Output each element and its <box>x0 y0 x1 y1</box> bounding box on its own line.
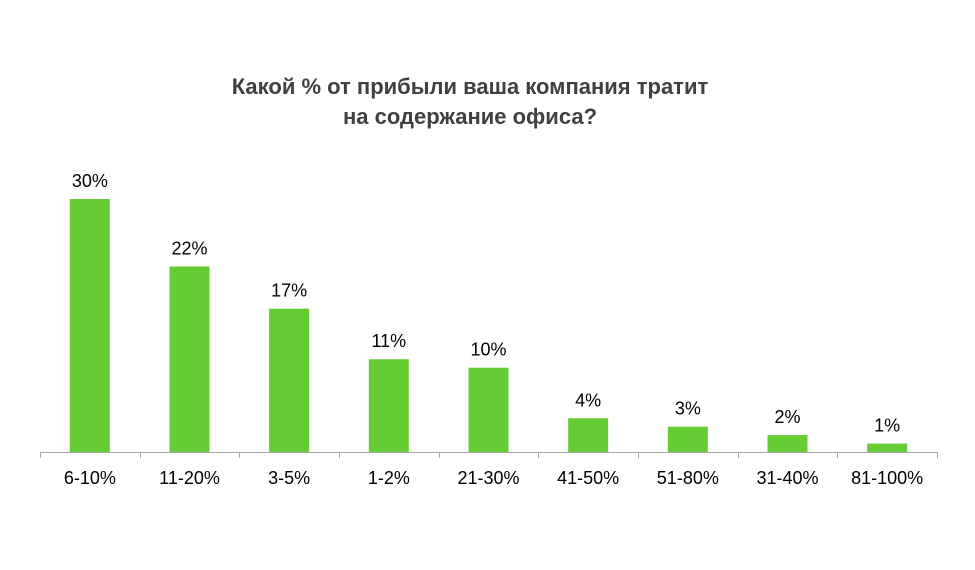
x-tick-label: 1-2% <box>368 468 410 488</box>
data-label: 30% <box>72 171 108 191</box>
x-tick-label: 21-30% <box>457 468 519 488</box>
data-label: 10% <box>470 340 506 360</box>
chart-title: Какой % от прибыли ваша компания тратит … <box>0 72 940 132</box>
data-label: 3% <box>675 399 701 419</box>
bar-3-5% <box>269 308 310 452</box>
bar-6-10% <box>69 199 110 452</box>
x-tick-label: 11-20% <box>159 468 220 488</box>
bar-21-30% <box>468 367 509 452</box>
chart-title-line-2: на содержание офиса? <box>342 104 598 129</box>
bar-11-20% <box>169 266 210 452</box>
bar-41-50% <box>568 418 609 452</box>
x-tick-label: 6-10% <box>64 468 116 488</box>
x-tick-label: 3-5% <box>268 468 310 488</box>
x-tick-label: 31-40% <box>756 468 818 488</box>
bar-81-100% <box>867 443 908 452</box>
data-label: 22% <box>171 238 207 258</box>
data-label: 2% <box>774 407 800 427</box>
x-tick-label: 41-50% <box>557 468 619 488</box>
bar-31-40% <box>767 435 808 452</box>
data-label: 17% <box>271 281 307 301</box>
bar-1-2% <box>368 359 409 452</box>
x-tick-label: 51-80% <box>657 468 719 488</box>
bar-51-80% <box>667 426 708 452</box>
data-label: 4% <box>575 390 601 410</box>
data-label: 11% <box>371 331 406 351</box>
data-label: 1% <box>874 416 900 436</box>
chart-title-line-1: Какой % от прибыли ваша компания тратит <box>231 74 709 99</box>
x-tick-label: 81-100% <box>851 468 923 488</box>
